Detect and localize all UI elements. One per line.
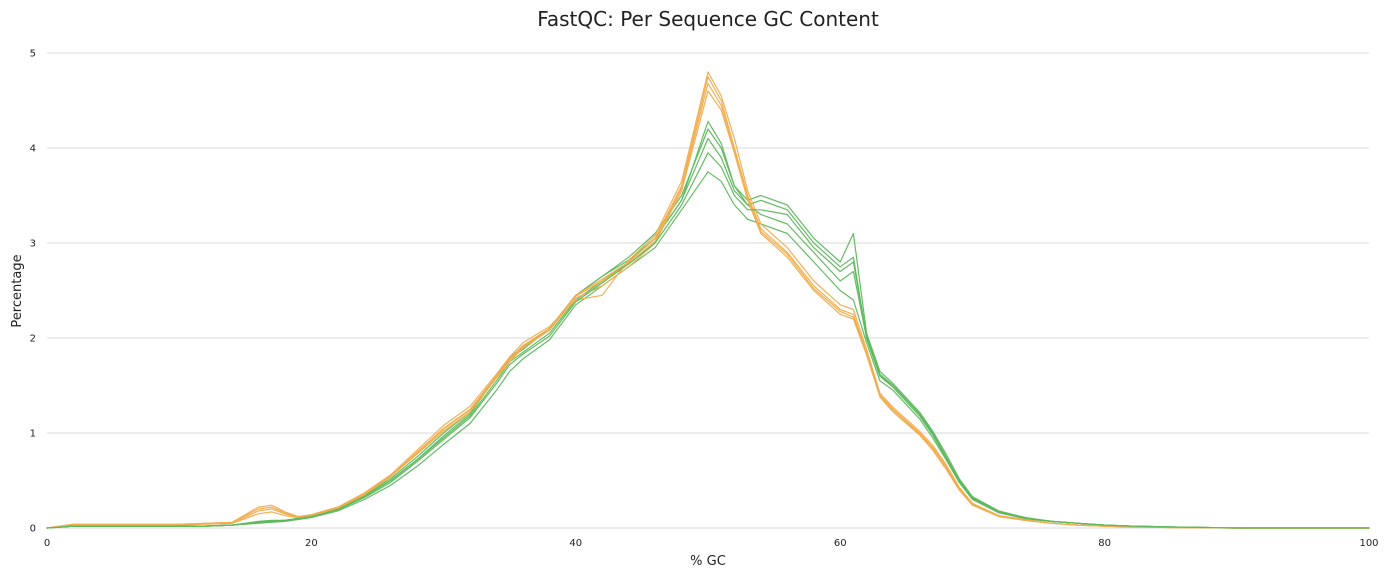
x-tick-label: 40 — [569, 538, 582, 549]
x-tick-label: 0 — [44, 538, 50, 549]
x-tick-label: 60 — [834, 538, 847, 549]
gridlines — [47, 52, 1369, 529]
chart-title: FastQC: Per Sequence GC Content — [537, 7, 879, 31]
x-axis-label: % GC — [690, 554, 726, 569]
series-line — [46, 82, 1370, 529]
series-line — [46, 152, 1370, 529]
y-tick-label: 3 — [30, 239, 36, 250]
y-tick-label: 0 — [30, 524, 36, 535]
series-line — [46, 90, 1370, 529]
series-line — [46, 137, 1370, 529]
y-tick-label: 1 — [30, 429, 36, 440]
y-axis-label: Percentage — [10, 254, 25, 327]
series-line — [46, 76, 1370, 529]
tick-labels: 0 1 2 3 4 5 0 20 40 60 80 100 — [30, 49, 1379, 550]
series-line — [46, 171, 1370, 529]
series-lines — [46, 71, 1370, 529]
x-tick-label: 80 — [1098, 538, 1111, 549]
x-tick-label: 20 — [305, 538, 318, 549]
x-tick-label: 100 — [1359, 538, 1378, 549]
y-tick-label: 2 — [30, 334, 36, 345]
series-line — [46, 128, 1370, 529]
series-line — [46, 120, 1370, 529]
series-line — [46, 71, 1370, 529]
y-tick-label: 4 — [30, 144, 36, 155]
y-tick-label: 5 — [30, 49, 36, 60]
